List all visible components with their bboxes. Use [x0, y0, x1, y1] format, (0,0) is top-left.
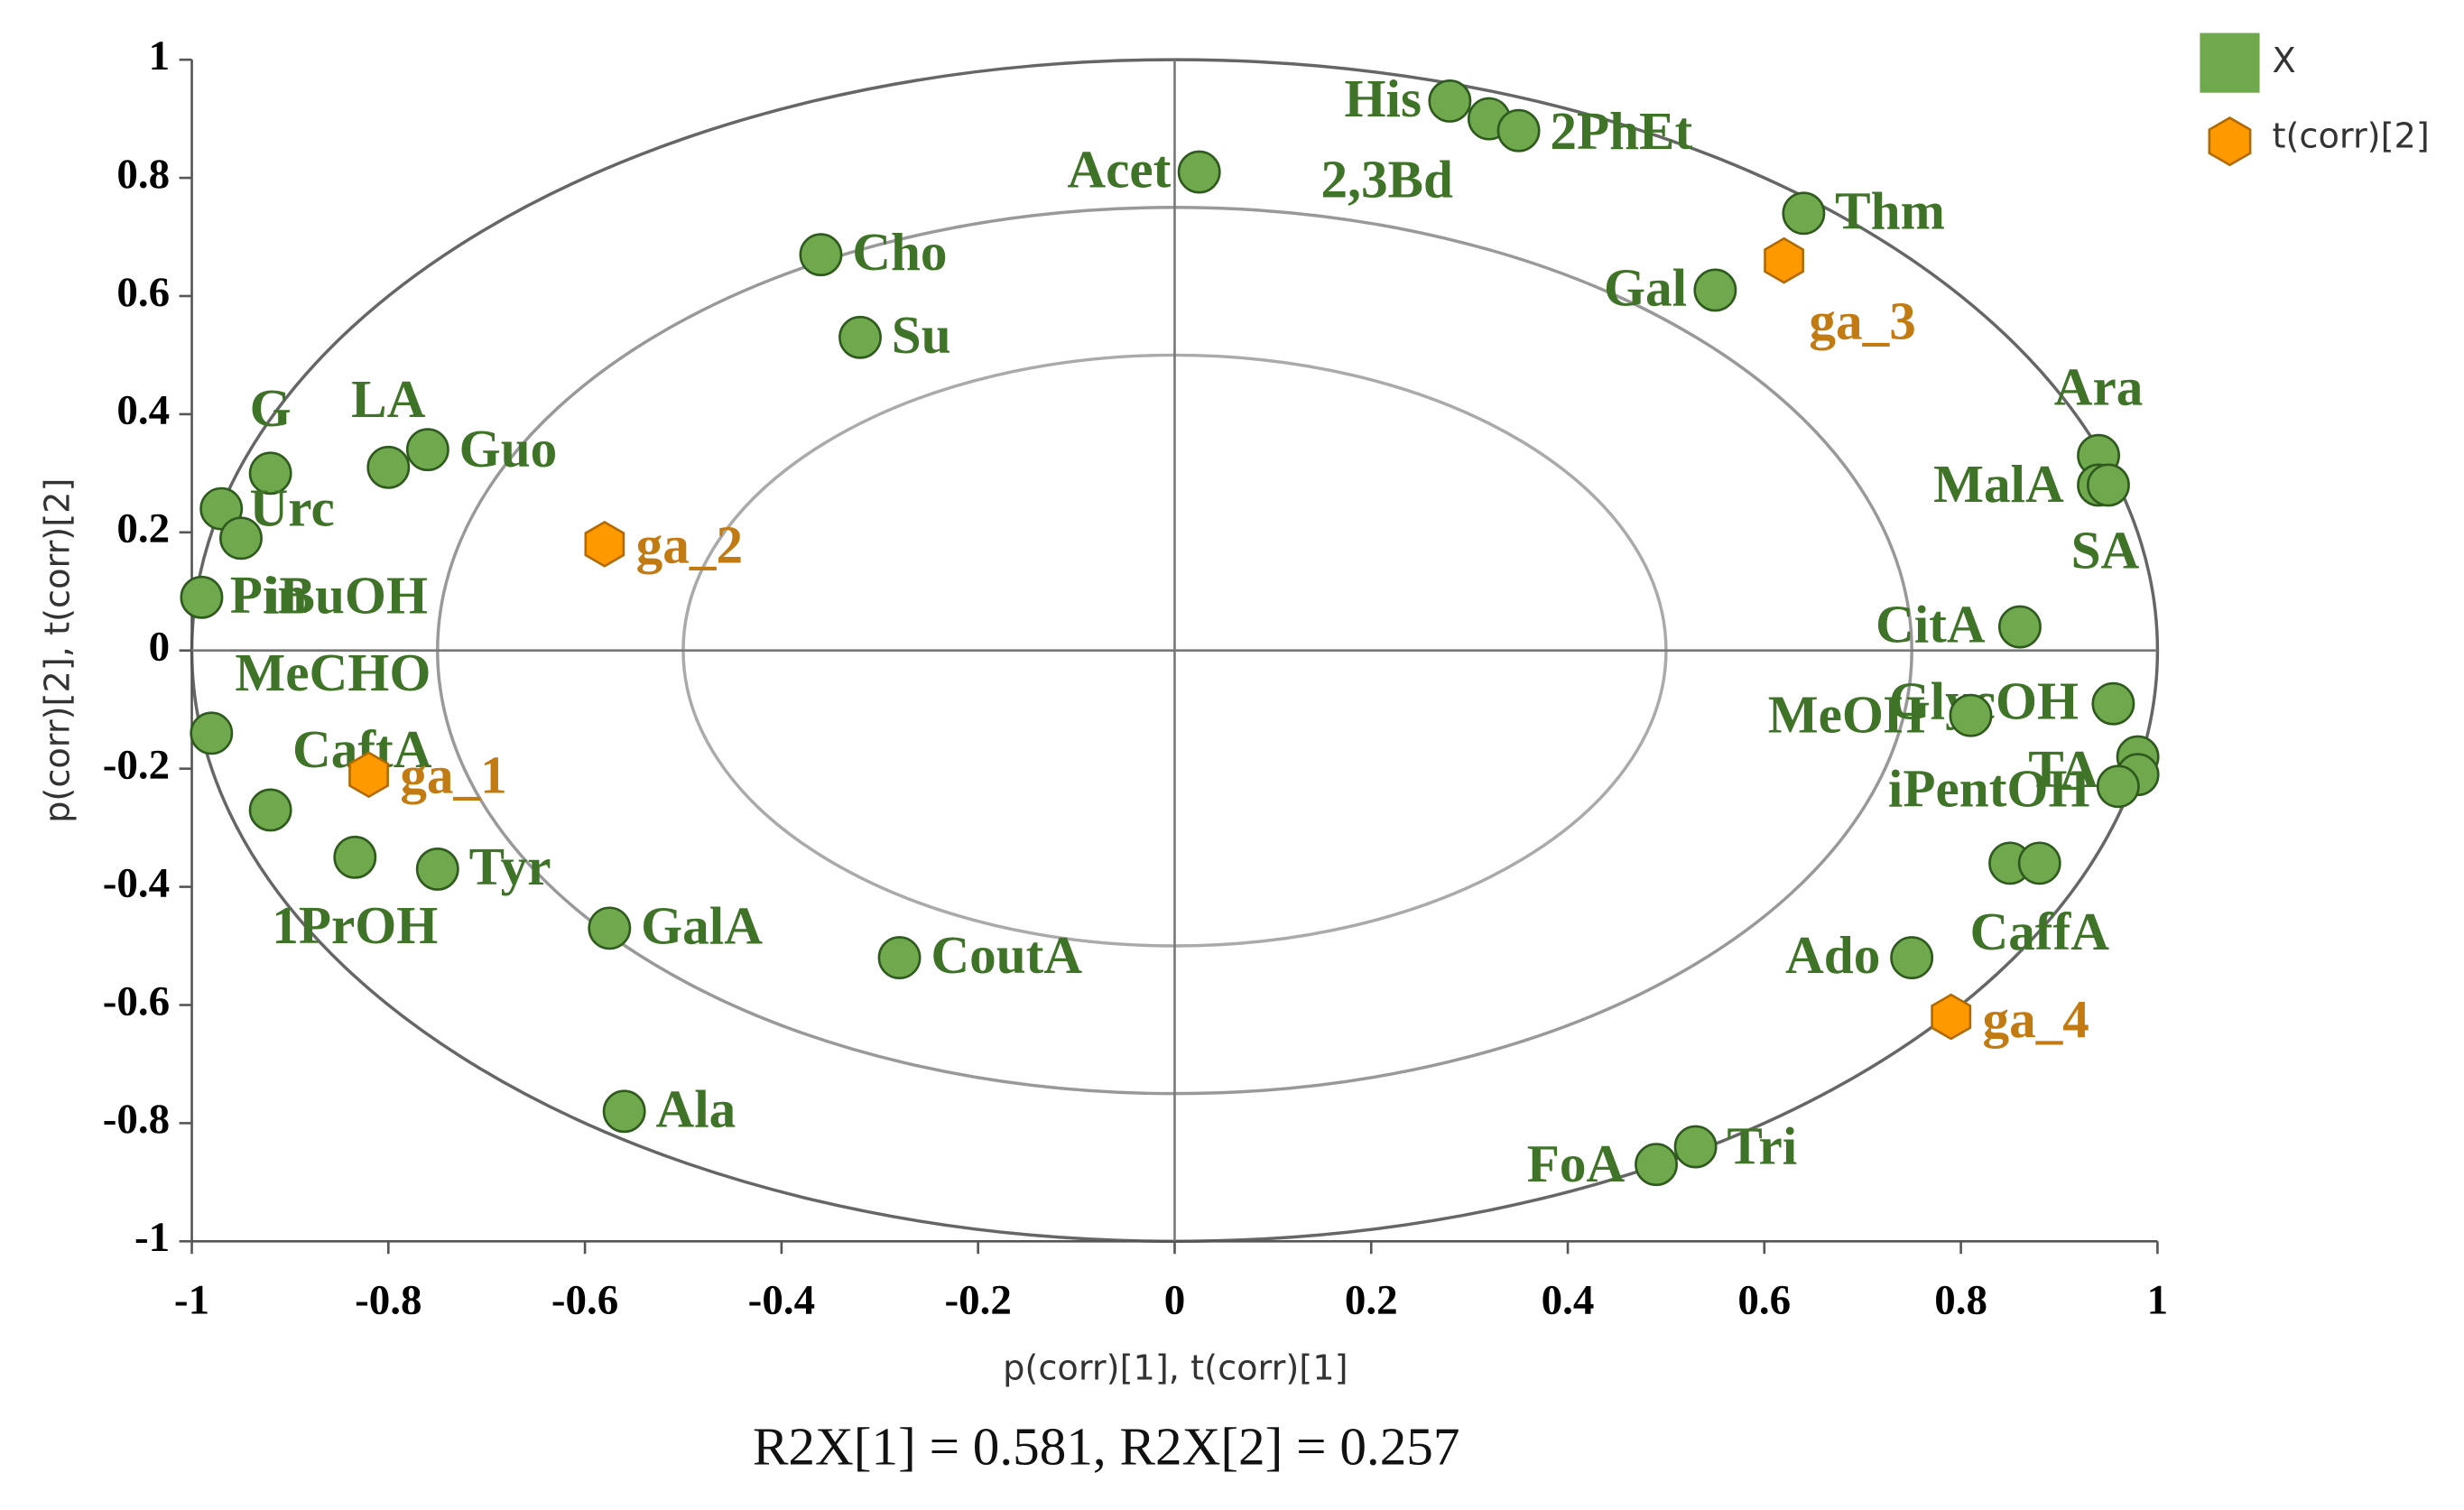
point [1782, 191, 1826, 236]
x-tick-label: -0.6 [551, 1277, 618, 1324]
y-tick-label: -0.2 [103, 741, 170, 788]
point-label: Cho [852, 222, 947, 282]
point [2087, 463, 2130, 507]
point [799, 233, 843, 277]
legend-swatch [2208, 116, 2252, 167]
x-tick-label: 0.4 [1542, 1277, 1595, 1324]
point [333, 835, 377, 879]
point [248, 451, 292, 496]
y-tick-label: -0.4 [103, 859, 170, 906]
point-label: MalA [1933, 454, 2064, 514]
point-label: 2,3Bd [1321, 149, 1453, 208]
point [415, 847, 459, 891]
point [190, 711, 234, 755]
point-label: LA [351, 369, 425, 429]
point-label: MeOH [1768, 685, 1925, 745]
y-tick-label: 0.4 [116, 387, 170, 434]
point [366, 445, 411, 489]
y-tick-label: -0.6 [103, 977, 170, 1024]
point-label: CaffA [1969, 902, 2109, 961]
legend-label: t(corr)[2] [2272, 116, 2429, 157]
point [1177, 150, 1221, 194]
point-label: ga_4 [1983, 989, 2089, 1049]
y-axis-title: p(corr)[2], t(corr)[2] [38, 478, 79, 823]
point [2091, 681, 2135, 726]
point [1496, 108, 1541, 153]
x-tick-label: 1 [2147, 1277, 2168, 1324]
point [2017, 841, 2061, 885]
point-label: Guo [459, 419, 558, 478]
point-label: 1PrOH [272, 895, 438, 955]
point-label: Su [892, 305, 951, 365]
point [1931, 993, 1972, 1041]
point-label: FoA [1527, 1134, 1626, 1193]
point-label: ga_3 [1809, 291, 1915, 350]
point [1428, 79, 1472, 123]
point [588, 906, 632, 950]
point-label: Ara [2054, 357, 2144, 417]
x-tick-label: 0 [1164, 1277, 1185, 1324]
point [248, 788, 292, 832]
point-label: SA [2071, 520, 2140, 579]
point-label: Tri [1727, 1116, 1797, 1175]
y-tick-label: 0.2 [116, 505, 170, 552]
point [1635, 1143, 1678, 1187]
point [2096, 764, 2140, 809]
y-tick-label: 0.6 [116, 269, 170, 316]
point-label: Gal [1604, 257, 1687, 317]
x-axis-title: p(corr)[1], t(corr)[1] [1003, 1348, 1348, 1389]
point [1949, 693, 1993, 737]
x-tick-label: 0.8 [1934, 1277, 1987, 1324]
point-label: iBuOH [264, 566, 428, 625]
x-tick-label: -0.8 [355, 1277, 421, 1324]
point-label: Thm [1835, 181, 1945, 240]
point [1673, 1125, 1718, 1169]
point-label: iPentOH [1888, 759, 2090, 819]
point [348, 751, 389, 799]
point-label: CoutA [931, 925, 1082, 985]
x-tick-label: 0.6 [1737, 1277, 1791, 1324]
y-tick-label: 1 [149, 32, 171, 79]
point-label: ga_1 [400, 746, 506, 805]
legend-label: X [2272, 41, 2295, 81]
point-label: Acet [1067, 140, 1171, 199]
point [877, 936, 922, 980]
point [838, 315, 882, 359]
point-label: Pin [230, 565, 308, 625]
point-label: Ado [1785, 925, 1880, 985]
point [219, 516, 263, 560]
x-tick-label: 0.2 [1345, 1277, 1398, 1324]
point-label: CitA [1876, 595, 1986, 654]
point-label: Tyr [469, 837, 551, 896]
x-tick-label: -0.4 [748, 1277, 815, 1324]
point-label: His [1345, 69, 1422, 128]
point [180, 575, 224, 619]
legend-swatch [2200, 32, 2260, 93]
point-label: G [250, 378, 292, 438]
point [584, 520, 625, 568]
point [1997, 605, 2042, 649]
point-label: 2PhEt [1550, 101, 1692, 161]
point [405, 428, 449, 472]
y-tick-label: -1 [134, 1214, 170, 1261]
y-tick-label: 0.8 [116, 151, 170, 198]
x-tick-label: -1 [174, 1277, 209, 1324]
point-label: Urc [250, 477, 335, 537]
point [1764, 236, 1804, 284]
subtitle: R2X[1] = 0.581, R2X[2] = 0.257 [753, 1417, 1460, 1477]
point-label: GalA [641, 895, 763, 955]
point-label: ga_2 [636, 514, 743, 574]
point-label: MeCHO [235, 643, 431, 702]
point [1890, 936, 1934, 980]
x-tick-label: -0.2 [944, 1277, 1011, 1324]
y-tick-label: -0.8 [103, 1096, 170, 1143]
point-label: TA [2028, 739, 2098, 799]
y-tick-label: 0 [149, 624, 171, 671]
point [1693, 268, 1737, 312]
point [602, 1089, 646, 1134]
point-label: Ala [655, 1079, 736, 1138]
